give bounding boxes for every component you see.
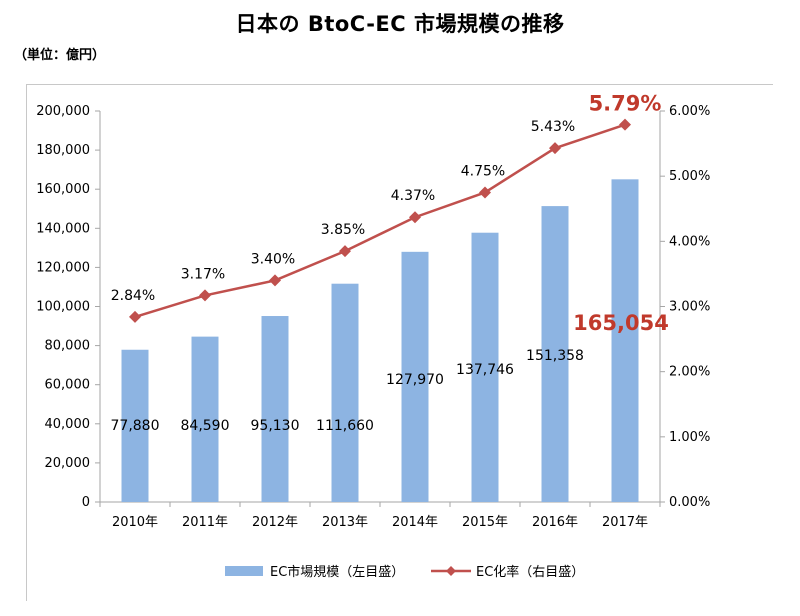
legend-line-label: EC化率（右目盛） [476, 564, 584, 580]
right-tick-label: 3.00% [669, 300, 710, 315]
left-tick-label: 140,000 [36, 221, 90, 236]
x-tick-label: 2015年 [462, 515, 508, 530]
left-tick-label: 40,000 [45, 417, 91, 432]
right-tick-label: 2.00% [669, 365, 710, 380]
right-tick-label: 1.00% [669, 430, 710, 445]
left-tick-label: 100,000 [36, 300, 90, 315]
chart-frame [26, 84, 773, 601]
left-tick-label: 180,000 [36, 143, 90, 158]
bar-label: 95,130 [251, 418, 300, 434]
line-label: 3.40% [251, 251, 295, 267]
line-label-highlight: 5.79% [589, 92, 662, 116]
left-tick-label: 200,000 [36, 104, 90, 119]
line-label: 4.37% [391, 188, 435, 204]
line-label: 4.75% [461, 163, 505, 179]
bar-label: 77,880 [111, 418, 160, 434]
left-tick-label: 0 [82, 495, 90, 510]
left-tick-label: 160,000 [36, 182, 90, 197]
left-tick-label: 120,000 [36, 260, 90, 275]
legend-bar-label: EC市場規模（左目盛） [270, 564, 404, 580]
line-point [339, 245, 351, 258]
bar [331, 283, 359, 502]
left-tick-label: 20,000 [45, 456, 91, 471]
bar [121, 349, 149, 502]
x-tick-label: 2017年 [602, 515, 648, 530]
legend-line-marker [446, 566, 456, 576]
left-tick-label: 80,000 [45, 339, 91, 354]
bar [191, 336, 219, 502]
left-tick-label: 60,000 [45, 378, 91, 393]
x-tick-label: 2012年 [252, 515, 298, 530]
right-tick-label: 0.00% [669, 495, 710, 510]
bar-label: 127,970 [386, 372, 444, 388]
bar-label: 111,660 [316, 418, 374, 434]
bar-label: 84,590 [181, 418, 230, 434]
bar [471, 232, 499, 502]
x-tick-label: 2014年 [392, 515, 438, 530]
x-tick-label: 2010年 [112, 515, 158, 530]
x-tick-label: 2016年 [532, 515, 578, 530]
rate-line [134, 123, 626, 319]
line-point [409, 211, 421, 224]
right-tick-label: 5.00% [669, 169, 710, 184]
right-tick-label: 6.00% [669, 104, 710, 119]
line-label: 5.43% [531, 119, 575, 135]
bar [401, 251, 429, 502]
line-point [479, 186, 491, 199]
line-label: 3.85% [321, 222, 365, 238]
x-tick-label: 2011年 [182, 515, 228, 530]
line-point [199, 289, 211, 302]
bar-label: 137,746 [456, 362, 514, 378]
line-point [269, 274, 281, 287]
bar-label-highlight: 165,054 [573, 311, 669, 335]
chart-title: 日本の BtoC-EC 市場規模の推移 [235, 12, 565, 36]
bar-label: 151,358 [526, 348, 584, 364]
x-tick-label: 2013年 [322, 515, 368, 530]
line-point [129, 310, 141, 323]
line-point [549, 142, 561, 155]
bar [611, 179, 639, 502]
bar [261, 316, 289, 502]
right-tick-label: 4.00% [669, 234, 710, 249]
line-point [619, 118, 631, 131]
legend-bar-swatch [225, 566, 263, 576]
line-label: 3.17% [181, 266, 225, 282]
line-label: 2.84% [111, 288, 155, 304]
bar [541, 206, 569, 503]
unit-label: （単位：億円） [14, 48, 106, 63]
